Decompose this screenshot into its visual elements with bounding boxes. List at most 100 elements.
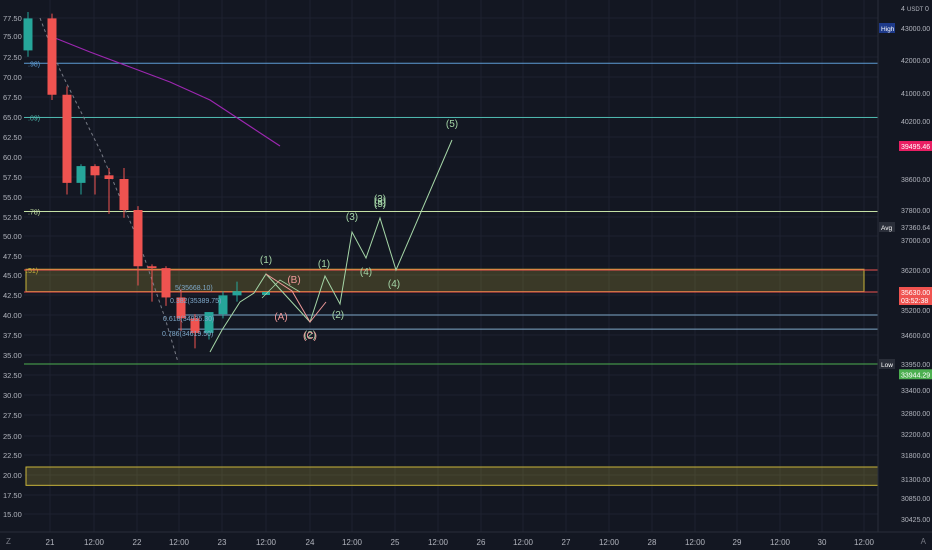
left-tick-label: 15.00 (3, 510, 22, 519)
right-tick-label: 40200.00 (901, 119, 930, 126)
x-tick-label: 12:00 (854, 538, 875, 547)
wave-label-green: (4) (388, 279, 400, 290)
wave-label-green: (3) (374, 194, 386, 205)
wave-label-red: (A) (274, 312, 287, 323)
zone-label: .51) (26, 268, 38, 275)
x-tick-label: 21 (46, 538, 55, 547)
candle-body (232, 291, 242, 296)
right-tick-label: 30850.00 (901, 496, 930, 503)
wave-label-red: (C) (303, 331, 317, 342)
left-tick-label: 27.50 (3, 411, 22, 420)
left-tick-label: 62.50 (3, 133, 22, 142)
wave-label-green: (4) (360, 267, 372, 278)
left-tick-label: 77.50 (3, 14, 22, 23)
wave-label-green: (1) (260, 255, 272, 266)
wave-label-green: (3) (374, 197, 386, 208)
left-tick-label: 37.50 (3, 331, 22, 340)
price-badge-current (899, 287, 932, 305)
candle-body (147, 266, 157, 269)
x-tick-label: 23 (218, 538, 227, 547)
right-tick-label: 33400.00 (901, 388, 930, 395)
left-tick-label: 25.00 (3, 432, 22, 441)
candle-body (204, 312, 214, 333)
corner-auto-scale-label[interactable]: A (920, 537, 926, 546)
left-tick-label: 50.00 (3, 232, 22, 241)
candle-body (90, 166, 100, 176)
corner-settings-label[interactable]: Z (6, 537, 11, 546)
candle-body (133, 210, 143, 267)
candle-body (47, 18, 57, 95)
price-badge-value-low: 33950.00 (901, 362, 930, 369)
right-tick-label: 41000.00 (901, 91, 930, 98)
price-badge-countdown: 03:52:38 (901, 298, 928, 305)
wave-label-green: (2) (332, 310, 344, 321)
left-tick-label: 72.50 (3, 53, 22, 62)
price-badge-value-current: 35630.00 (901, 290, 930, 297)
left-tick-label: 22.50 (3, 451, 22, 460)
badge-tag-label-high: High (881, 26, 895, 33)
left-tick-label: 35.00 (3, 351, 22, 360)
candle-body (76, 166, 86, 183)
zone-lower (25, 466, 879, 486)
currency-suffix: 0 (925, 6, 929, 13)
left-tick-label: 30.00 (3, 391, 22, 400)
left-tick-label: 42.50 (3, 291, 22, 300)
x-tick-label: 24 (306, 538, 315, 547)
right-tick-label: 42000.00 (901, 58, 930, 65)
left-tick-label: 52.50 (3, 213, 22, 222)
badge-tag-label-avg: Avg (881, 225, 892, 232)
right-tick-label: 34600.00 (901, 333, 930, 340)
right-tick-label: 37000.00 (901, 238, 930, 245)
right-tick-label: 35200.00 (901, 308, 930, 315)
left-tick-label: 60.00 (3, 153, 22, 162)
level-label: .98) (28, 61, 40, 68)
right-tick-label: 38600.00 (901, 177, 930, 184)
left-tick-label: 47.50 (3, 252, 22, 261)
wave-label-red: (B) (287, 275, 300, 286)
x-tick-label: 30 (818, 538, 827, 547)
elliott-wave-green (209, 139, 453, 353)
candle-body (190, 318, 200, 333)
wave-label-green: (2) (304, 330, 316, 341)
candle-body (176, 297, 186, 319)
left-tick-label: 75.00 (3, 32, 22, 41)
fib-label: 5(35668.10) (175, 285, 213, 292)
x-tick-label: 12:00 (428, 538, 449, 547)
price-badge-low (899, 359, 932, 369)
currency-prefix: 4 (901, 6, 905, 13)
left-tick-label: 67.50 (3, 93, 22, 102)
price-badge-low2 (899, 369, 932, 380)
x-tick-label: 12:00 (84, 538, 105, 547)
left-tick-label: 32.50 (3, 371, 22, 380)
x-tick-label: 27 (562, 538, 571, 547)
x-tick-label: 12:00 (599, 538, 620, 547)
badge-tag-avg (879, 222, 895, 232)
price-badge-high (899, 23, 932, 33)
left-tick-label: 57.50 (3, 173, 22, 182)
moving-average-line (49, 35, 281, 147)
wave-label-green: (5) (374, 199, 386, 210)
left-tick-label: 45.00 (3, 271, 22, 280)
badge-tag-low (879, 359, 895, 369)
x-tick-label: 28 (648, 538, 657, 547)
candle-body (119, 179, 129, 210)
left-tick-label: 20.00 (3, 471, 22, 480)
right-tick-label: 32200.00 (901, 432, 930, 439)
price-badge-value-avg: 37360.64 (901, 225, 930, 232)
price-badge-value-high: 43000.00 (901, 26, 930, 33)
wave-label-green: (5) (446, 119, 458, 130)
x-tick-label: 12:00 (513, 538, 534, 547)
elliott-wave-green-sub (261, 279, 301, 299)
candle-body (218, 295, 228, 315)
fib-label: 0.618(34935.30) (163, 316, 214, 323)
level-label: .78) (28, 210, 40, 217)
right-tick-label: 31800.00 (901, 453, 930, 460)
candle-body (23, 18, 33, 51)
right-tick-label: 36200.00 (901, 268, 930, 275)
currency-label: USDT (907, 7, 924, 13)
candle-body (104, 175, 114, 179)
left-tick-label: 70.00 (3, 73, 22, 82)
x-tick-label: 12:00 (685, 538, 706, 547)
level-label: .09) (28, 116, 40, 123)
